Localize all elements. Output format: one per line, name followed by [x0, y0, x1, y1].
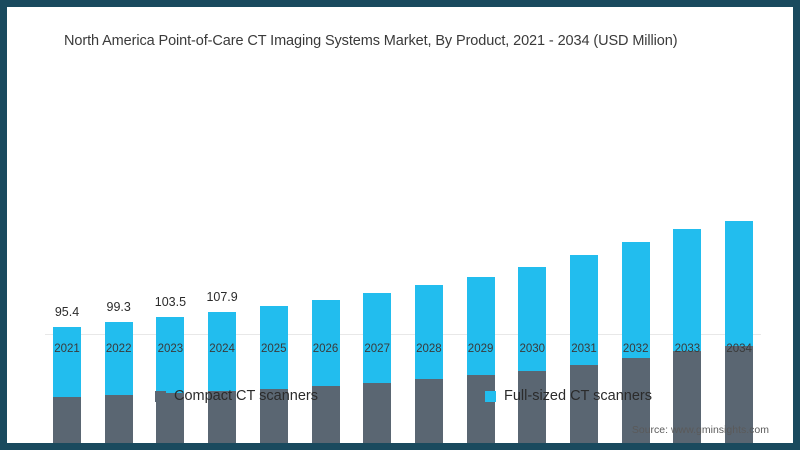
- bar-group: 99.3: [104, 116, 133, 443]
- bar-segment-fullsized: [53, 327, 81, 398]
- x-axis-tick-label: 2033: [674, 343, 701, 355]
- bar-segment-compact: [363, 382, 392, 443]
- bar-value-label: 107.9: [206, 289, 238, 304]
- bar-segment-compact: [208, 390, 237, 443]
- legend-label: Full-sized CT scanners: [504, 388, 653, 404]
- x-axis-tick-label: 2025: [261, 343, 287, 355]
- bar-segment-fullsized: [518, 266, 547, 371]
- source-attribution: Source: www.gminsights.com: [631, 424, 769, 436]
- plot-area: 95.4 2021 99.3 2022 103.5 2023 107.9 2024 2025 20…: [7, 7, 793, 443]
- legend-swatch-icon: [155, 390, 166, 402]
- x-axis-tick-label: 2034: [726, 343, 752, 355]
- bar-segment-fullsized: [311, 299, 340, 386]
- bar-segment-compact: [673, 351, 702, 443]
- bar-segment-fullsized: [673, 229, 702, 352]
- chart-title: North America Point-of-Care CT Imaging S…: [64, 33, 678, 49]
- bar-segment-compact: [621, 358, 650, 443]
- bar-group: 95.4: [53, 116, 81, 443]
- x-axis-tick-label: 2031: [571, 343, 597, 355]
- bar-group: [414, 116, 443, 443]
- x-axis-tick-label: 2023: [157, 343, 184, 355]
- legend-item-fullsized[interactable]: Full-sized CT scanners: [485, 388, 652, 404]
- bar-segment-compact: [414, 379, 443, 443]
- bar-segment-compact: [311, 385, 340, 443]
- bar-segment-compact: [725, 346, 754, 443]
- x-axis-tick-label: 2030: [519, 343, 546, 355]
- bar-segment-fullsized: [208, 311, 237, 391]
- bar-segment-compact: [104, 395, 133, 443]
- x-axis-tick-label: 2026: [312, 343, 339, 355]
- x-axis-tick-label: 2021: [54, 343, 80, 355]
- bar-group: [311, 116, 340, 443]
- bar-group: [673, 116, 702, 443]
- x-axis-tick-label: 2029: [467, 343, 494, 355]
- x-axis-tick-label: 2022: [105, 343, 132, 355]
- legend-item-compact[interactable]: Compact CT scanners: [155, 388, 318, 404]
- bar-segment-fullsized: [570, 255, 598, 366]
- bar-group: [518, 116, 547, 443]
- bar-value-label: 99.3: [106, 300, 131, 315]
- x-axis-tick-label: 2027: [364, 343, 390, 355]
- bar-group: [466, 116, 495, 443]
- bar-group: [725, 116, 754, 443]
- bar-segment-fullsized: [466, 276, 495, 376]
- bar-segment-compact: [53, 397, 81, 443]
- x-axis-tick-label: 2024: [209, 343, 235, 355]
- bar-group: [363, 116, 392, 443]
- bar-segment-fullsized: [363, 292, 392, 383]
- bar-segment-compact: [259, 388, 288, 443]
- bar-value-label: 95.4: [54, 305, 80, 319]
- bar-group: 107.9: [206, 116, 238, 443]
- x-axis-tick-label: 2028: [416, 343, 442, 355]
- bar-segment-fullsized: [259, 305, 288, 389]
- legend-swatch-icon: [485, 390, 496, 402]
- axis-baseline: [45, 334, 761, 335]
- chart-legend: Compact CT scanners Full-sized CT scanner…: [7, 388, 793, 414]
- bar-segment-compact: [518, 370, 547, 443]
- bar-group: [259, 116, 288, 443]
- bar-segment-fullsized: [156, 317, 185, 394]
- bar-segment-fullsized: [725, 221, 754, 347]
- bar-value-label: 103.5: [154, 295, 187, 310]
- bar-segment-compact: [570, 365, 598, 443]
- legend-label: Compact CT scanners: [174, 388, 318, 404]
- chart-canvas: North America Point-of-Care CT Imaging S…: [7, 7, 793, 443]
- bar-group: 103.5: [155, 116, 186, 443]
- bar-segment-fullsized: [621, 242, 650, 359]
- x-axis-tick-label: 2032: [622, 343, 649, 355]
- bar-segment-compact: [466, 375, 495, 443]
- bar-segment-fullsized: [104, 322, 133, 396]
- bar-segment-fullsized: [414, 285, 443, 380]
- bar-group: [570, 116, 598, 443]
- bar-group: [621, 116, 650, 443]
